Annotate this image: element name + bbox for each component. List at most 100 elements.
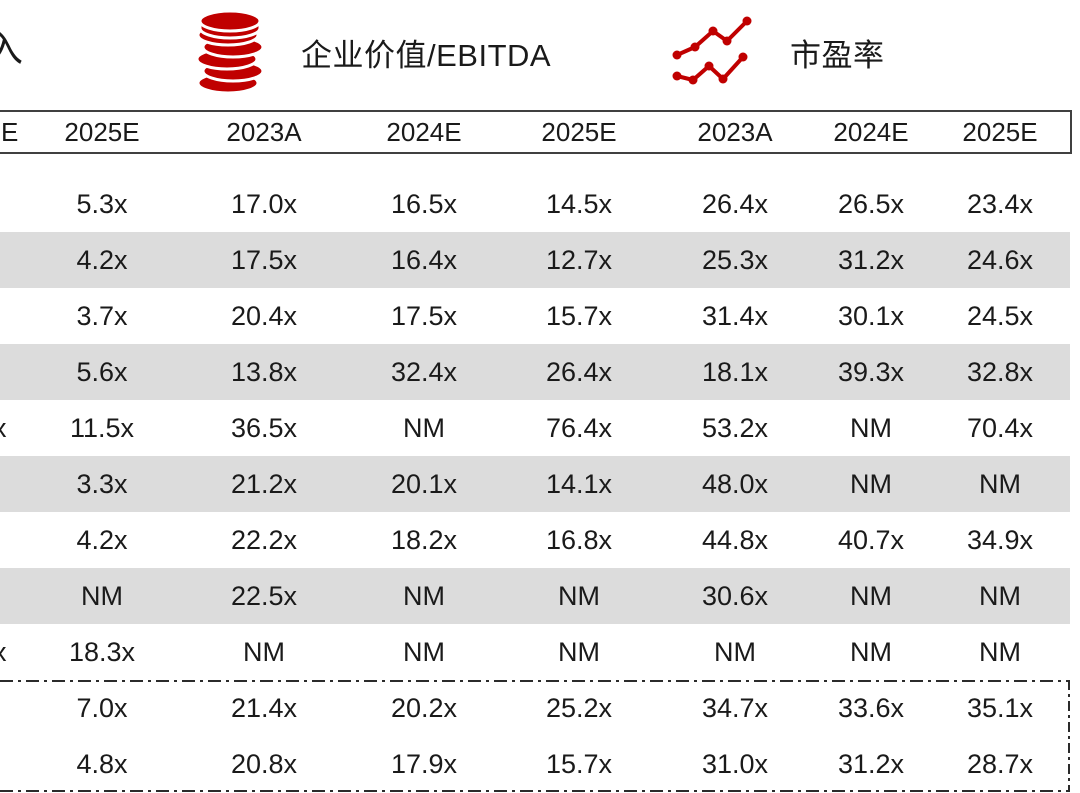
table-cell <box>0 680 24 736</box>
table-cell: NM <box>403 637 445 667</box>
table-cell: 15.7x <box>545 749 613 779</box>
table-cell: 32.8x <box>966 357 1034 387</box>
summary-dashed-border-right <box>1068 680 1070 792</box>
table-cell: 39.3x <box>837 357 905 387</box>
table-cell: 76.4x <box>545 413 613 443</box>
table-cell: 34.7x <box>701 693 769 723</box>
table-cell <box>0 736 24 792</box>
summary-dashed-border-bottom <box>0 790 1070 792</box>
table-cell: 26.4x <box>701 189 769 219</box>
header-cell: E <box>1 116 19 147</box>
table-cell <box>0 568 24 624</box>
table-cell: 4.2x <box>76 245 128 275</box>
summary-section: 7.0x 21.4x 20.2x 25.2x 34.7x 33.6x 35.1x 4.8x 20… <box>0 680 1070 792</box>
table-cell: NM <box>558 637 600 667</box>
table-cell: 26.4x <box>545 357 613 387</box>
table-cell: 70.4x <box>966 413 1034 443</box>
table-cell: 34.9x <box>966 525 1034 555</box>
table-cell: 18.3x <box>68 637 136 667</box>
revenue-label-fragment: 入 <box>0 28 23 69</box>
table-row: 4.2x 17.5x 16.4x 12.7x 25.3x 31.2x 24.6x <box>0 232 1070 288</box>
table-header-row: E 2025E 2023A 2024E 2025E 2023A 2024E 2025E <box>0 110 1072 154</box>
table-cell: 20.8x <box>230 749 298 779</box>
cutoff-cell-fragment: x <box>0 400 7 456</box>
table-cell: 20.2x <box>390 693 458 723</box>
table-cell: NM <box>403 413 445 443</box>
table-cell <box>0 512 24 568</box>
table-cell: 18.2x <box>390 525 458 555</box>
ev-ebitda-label: 企业价值/EBITDA <box>301 38 552 73</box>
table-cell: 32.4x <box>390 357 458 387</box>
table-row: 3.3x 21.2x 20.1x 14.1x 48.0x NM NM <box>0 456 1070 512</box>
table-cell: 25.3x <box>701 245 769 275</box>
table-cell: 24.5x <box>966 301 1034 331</box>
table-cell: NM <box>979 581 1021 611</box>
table-cell: 40.7x <box>837 525 905 555</box>
table-cell: 31.0x <box>701 749 769 779</box>
table-cell: 3.7x <box>76 301 128 331</box>
table-cell: 35.1x <box>966 693 1034 723</box>
table-row: 7.0x 21.4x 20.2x 25.2x 34.7x 33.6x 35.1x <box>0 680 1070 736</box>
table-cell: 53.2x <box>701 413 769 443</box>
table-cell: 33.6x <box>837 693 905 723</box>
table-cell: x <box>0 624 24 680</box>
table-cell: 31.2x <box>837 749 905 779</box>
table-cell: 25.2x <box>545 693 613 723</box>
table-cell: 28.7x <box>966 749 1034 779</box>
table-cell <box>0 232 24 288</box>
table-cell: 22.2x <box>230 525 298 555</box>
table-cell: 11.5x <box>69 413 135 443</box>
table-cell: 22.5x <box>230 581 298 611</box>
table-cell <box>0 176 24 232</box>
table-cell: 17.5x <box>230 245 298 275</box>
table-cell: NM <box>850 469 892 499</box>
header-cell: 2025E <box>64 116 140 147</box>
table-cell: 21.4x <box>230 693 298 723</box>
table-row: 4.8x 20.8x 17.9x 15.7x 31.0x 31.2x 28.7x <box>0 736 1070 792</box>
table-cell: 44.8x <box>701 525 769 555</box>
header-cell: 2023A <box>697 116 773 147</box>
table-cell: 4.2x <box>76 525 128 555</box>
table-cell: 5.6x <box>76 357 128 387</box>
table-cell: NM <box>714 637 756 667</box>
header-cell: 2025E <box>962 116 1038 147</box>
table-cell: 24.6x <box>966 245 1034 275</box>
table-cell: NM <box>558 581 600 611</box>
table-row: 3.7x 20.4x 17.5x 15.7x 31.4x 30.1x 24.5x <box>0 288 1070 344</box>
table-cell: x <box>0 400 24 456</box>
table-cell: NM <box>850 637 892 667</box>
table-row: x 11.5x 36.5x NM 76.4x 53.2x NM 70.4x <box>0 400 1070 456</box>
table-cell: NM <box>979 469 1021 499</box>
table-cell: 14.5x <box>545 189 613 219</box>
header-cell: 2025E <box>541 116 617 147</box>
table-cell: 31.2x <box>837 245 905 275</box>
table-cell: 3.3x <box>76 469 128 499</box>
table-cell: 21.2x <box>230 469 298 499</box>
table-cell: 14.1x <box>545 469 613 499</box>
table-cell: 31.4x <box>701 301 769 331</box>
table-cell: 20.1x <box>390 469 458 499</box>
table-row: 5.6x 13.8x 32.4x 26.4x 18.1x 39.3x 32.8x <box>0 344 1070 400</box>
table-cell: 26.5x <box>837 189 905 219</box>
pe-ratio-label: 市盈率 <box>790 38 885 73</box>
legend-row: 入 企业价值/EBITDA 市盈率 <box>0 0 1080 110</box>
table-cell: 18.1x <box>701 357 769 387</box>
table-row: x 18.3x NM NM NM NM NM NM <box>0 624 1070 680</box>
table-cell: NM <box>403 581 445 611</box>
table-cell: 36.5x <box>230 413 298 443</box>
table-cell: 17.9x <box>390 749 458 779</box>
table-cell: NM <box>243 637 285 667</box>
table-body: 5.3x 17.0x 16.5x 14.5x 26.4x 26.5x 23.4x 4.2x 17… <box>0 154 1080 680</box>
table-cell: 20.4x <box>230 301 298 331</box>
table-cell <box>0 344 24 400</box>
table-cell <box>0 288 24 344</box>
summary-dashed-border-top <box>0 680 1070 682</box>
table-cell: 16.5x <box>390 189 458 219</box>
table-cell: 17.5x <box>390 301 458 331</box>
table-cell: 23.4x <box>966 189 1034 219</box>
table-cell: 7.0x <box>76 693 128 723</box>
header-cell: 2024E <box>833 116 909 147</box>
table-cell: 5.3x <box>76 189 128 219</box>
table-cell <box>0 456 24 512</box>
cutoff-cell-fragment: x <box>0 624 7 680</box>
